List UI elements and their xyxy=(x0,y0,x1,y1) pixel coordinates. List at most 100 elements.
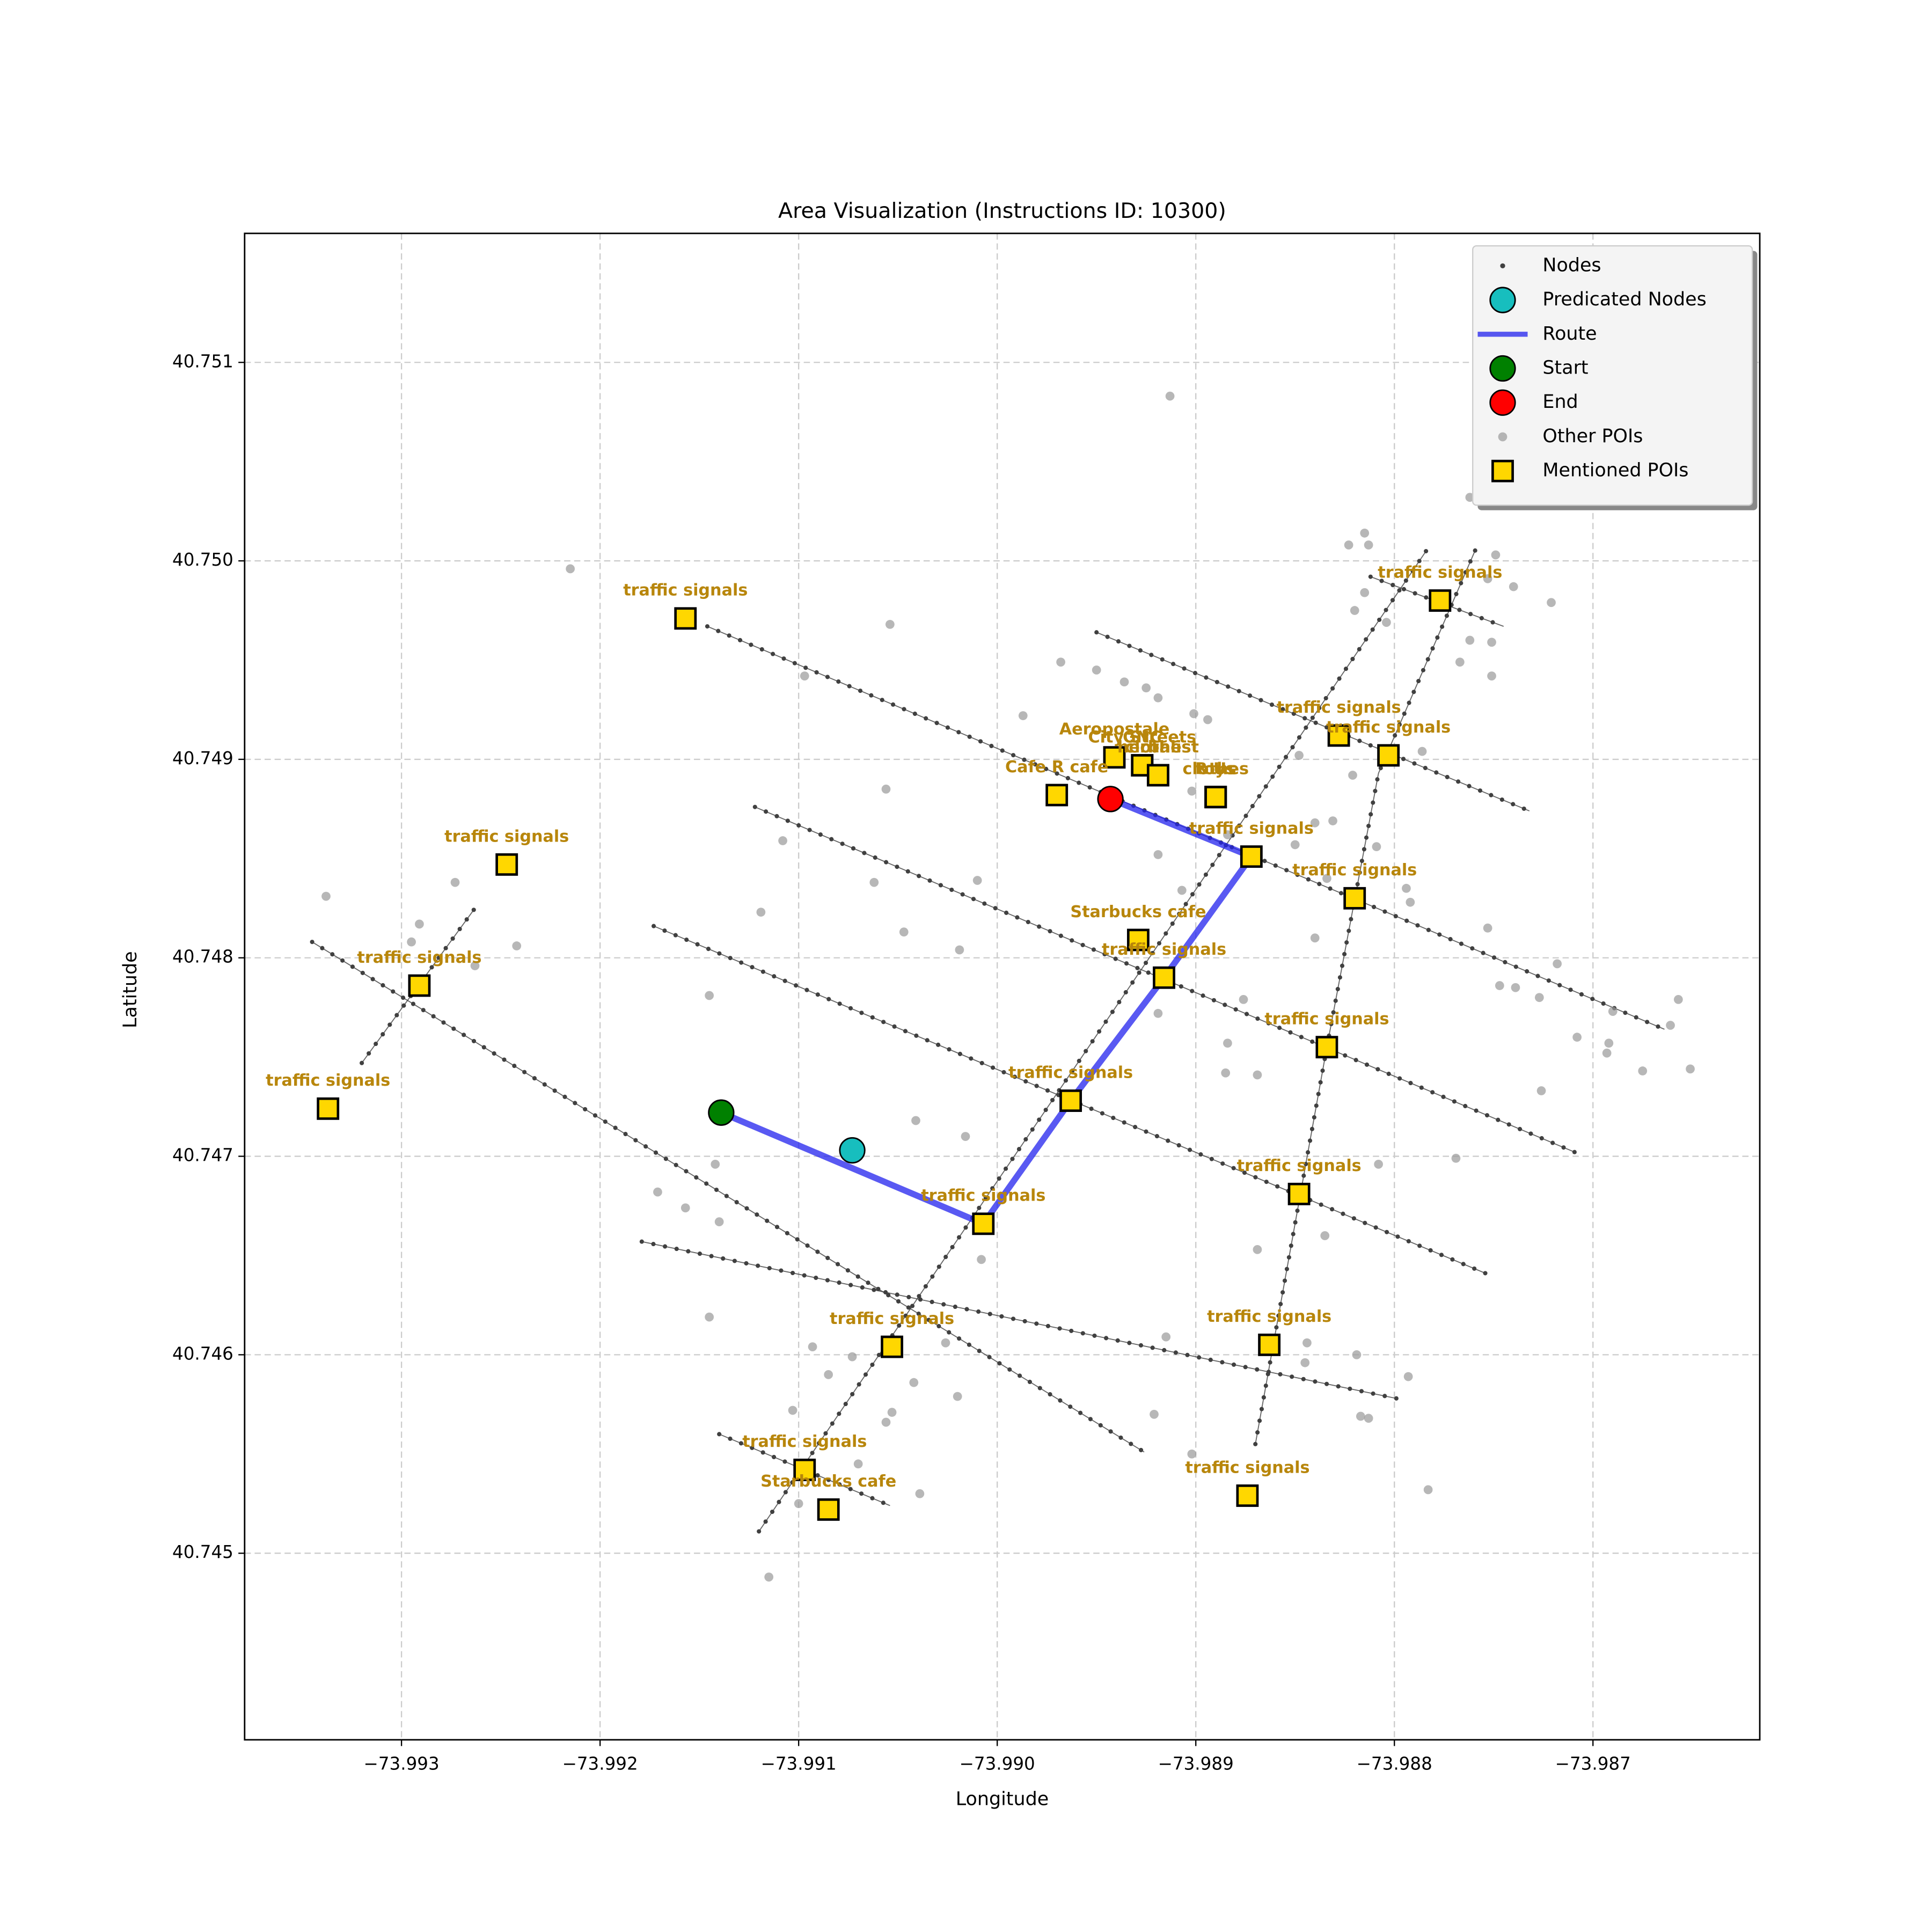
poi-label: traffic signals xyxy=(1378,563,1502,582)
x-tick-label: −73.992 xyxy=(562,1753,638,1774)
other-poi xyxy=(778,836,787,845)
other-poi xyxy=(1686,1064,1695,1074)
other-poi xyxy=(470,961,480,970)
other-poi xyxy=(1322,874,1331,883)
other-poi xyxy=(1511,983,1520,992)
other-poi xyxy=(1364,1414,1373,1423)
other-poi xyxy=(1018,711,1028,720)
other-poi xyxy=(909,1378,919,1387)
mentioned-poi xyxy=(1045,784,1069,807)
other-poi xyxy=(566,564,575,574)
other-poi xyxy=(1150,1409,1159,1419)
other-poi xyxy=(887,1408,897,1417)
other-poi xyxy=(1153,1008,1163,1018)
other-poi xyxy=(847,1352,857,1362)
other-poi xyxy=(1352,1350,1362,1359)
mentioned-poi xyxy=(793,1458,816,1481)
other-poi xyxy=(680,1203,690,1213)
other-poi xyxy=(512,941,522,950)
other-poi xyxy=(1534,993,1544,1002)
other-poi xyxy=(1320,1231,1330,1240)
other-poi xyxy=(1372,842,1381,852)
mentioned-poi xyxy=(1258,1333,1281,1356)
x-tick-label: −73.990 xyxy=(960,1753,1035,1774)
other-poi xyxy=(1455,657,1465,667)
other-poi xyxy=(1328,816,1337,825)
other-poi xyxy=(972,876,982,885)
other-poi xyxy=(1403,1372,1413,1381)
other-poi xyxy=(1487,671,1496,680)
other-poi xyxy=(1177,885,1187,895)
other-poi xyxy=(1417,747,1427,756)
other-poi xyxy=(1187,786,1197,796)
other-poi xyxy=(1221,1068,1231,1078)
other-poi xyxy=(321,891,331,901)
other-poi xyxy=(1360,588,1370,597)
mentioned-poi xyxy=(1343,887,1366,910)
other-poi xyxy=(1153,850,1163,859)
other-poi xyxy=(788,1406,797,1415)
poi-label: R Us xyxy=(1195,760,1236,779)
y-tick-label: 40.751 xyxy=(172,351,233,371)
poi-label: traffic signals xyxy=(444,827,569,846)
mentioned-poi xyxy=(1204,786,1227,809)
x-tick-label: −73.989 xyxy=(1158,1753,1234,1774)
poi-label: traffic signals xyxy=(1292,861,1417,880)
mentioned-poi xyxy=(1103,746,1126,769)
other-poi xyxy=(1553,959,1562,969)
x-axis-label: Longitude xyxy=(956,1788,1049,1810)
mentioned-poi xyxy=(674,607,697,630)
other-poi xyxy=(1483,574,1492,583)
mentioned-poi xyxy=(1153,966,1175,989)
other-poi xyxy=(1187,1449,1197,1459)
poi-label: traffic signals xyxy=(921,1187,1045,1205)
other-poi xyxy=(1495,981,1504,990)
other-poi xyxy=(1509,582,1518,591)
other-poi xyxy=(869,877,879,887)
other-poi xyxy=(1364,540,1373,550)
mentioned-poi xyxy=(817,1498,840,1521)
poi-label: toys xyxy=(1196,760,1235,779)
poi-label: traffic signals xyxy=(830,1309,954,1328)
other-poi xyxy=(1344,540,1353,550)
legend-label: Mentioned POIs xyxy=(1542,460,1688,481)
other-poi xyxy=(1290,840,1300,850)
poi-label: traffic signals xyxy=(1189,819,1314,838)
legend-marker xyxy=(1498,432,1507,442)
other-poi xyxy=(1608,1007,1618,1016)
other-poi xyxy=(1483,923,1492,933)
other-poi xyxy=(705,991,714,1000)
legend-label: Nodes xyxy=(1542,254,1601,276)
x-tick-label: −73.991 xyxy=(761,1753,837,1774)
other-poi xyxy=(1350,606,1359,615)
other-poi xyxy=(450,877,460,887)
poi-label: clothes xyxy=(1182,760,1248,779)
poi-label: herbalist xyxy=(1117,738,1199,757)
poi-label: GNC xyxy=(1123,728,1161,747)
node-dots xyxy=(757,548,1429,1534)
x-tick-label: −73.987 xyxy=(1555,1753,1631,1774)
other-poi xyxy=(911,1116,920,1125)
poi-label: traffic signals xyxy=(357,948,481,967)
other-poi xyxy=(915,1489,925,1498)
mentioned-poi xyxy=(1059,1089,1082,1112)
other-poi xyxy=(756,908,766,917)
x-tick-label: −73.993 xyxy=(364,1753,440,1774)
mentioned-poi xyxy=(1240,845,1263,868)
route xyxy=(720,796,1255,1227)
legend-marker xyxy=(1491,459,1514,482)
node-dots xyxy=(310,940,1147,1454)
other-poi xyxy=(885,620,895,629)
other-poi xyxy=(881,785,891,794)
mentioned-poi xyxy=(1315,1036,1338,1059)
other-poi xyxy=(1092,665,1101,675)
chart-title: Area Visualization (Instructions ID: 103… xyxy=(778,199,1226,223)
other-poi xyxy=(1310,818,1320,828)
other-poi xyxy=(1572,1033,1582,1042)
other-poi xyxy=(1382,618,1391,627)
poi-label: City Streets xyxy=(1088,728,1196,747)
legend-label: Predicated Nodes xyxy=(1542,289,1706,310)
node-dots xyxy=(717,1432,892,1508)
